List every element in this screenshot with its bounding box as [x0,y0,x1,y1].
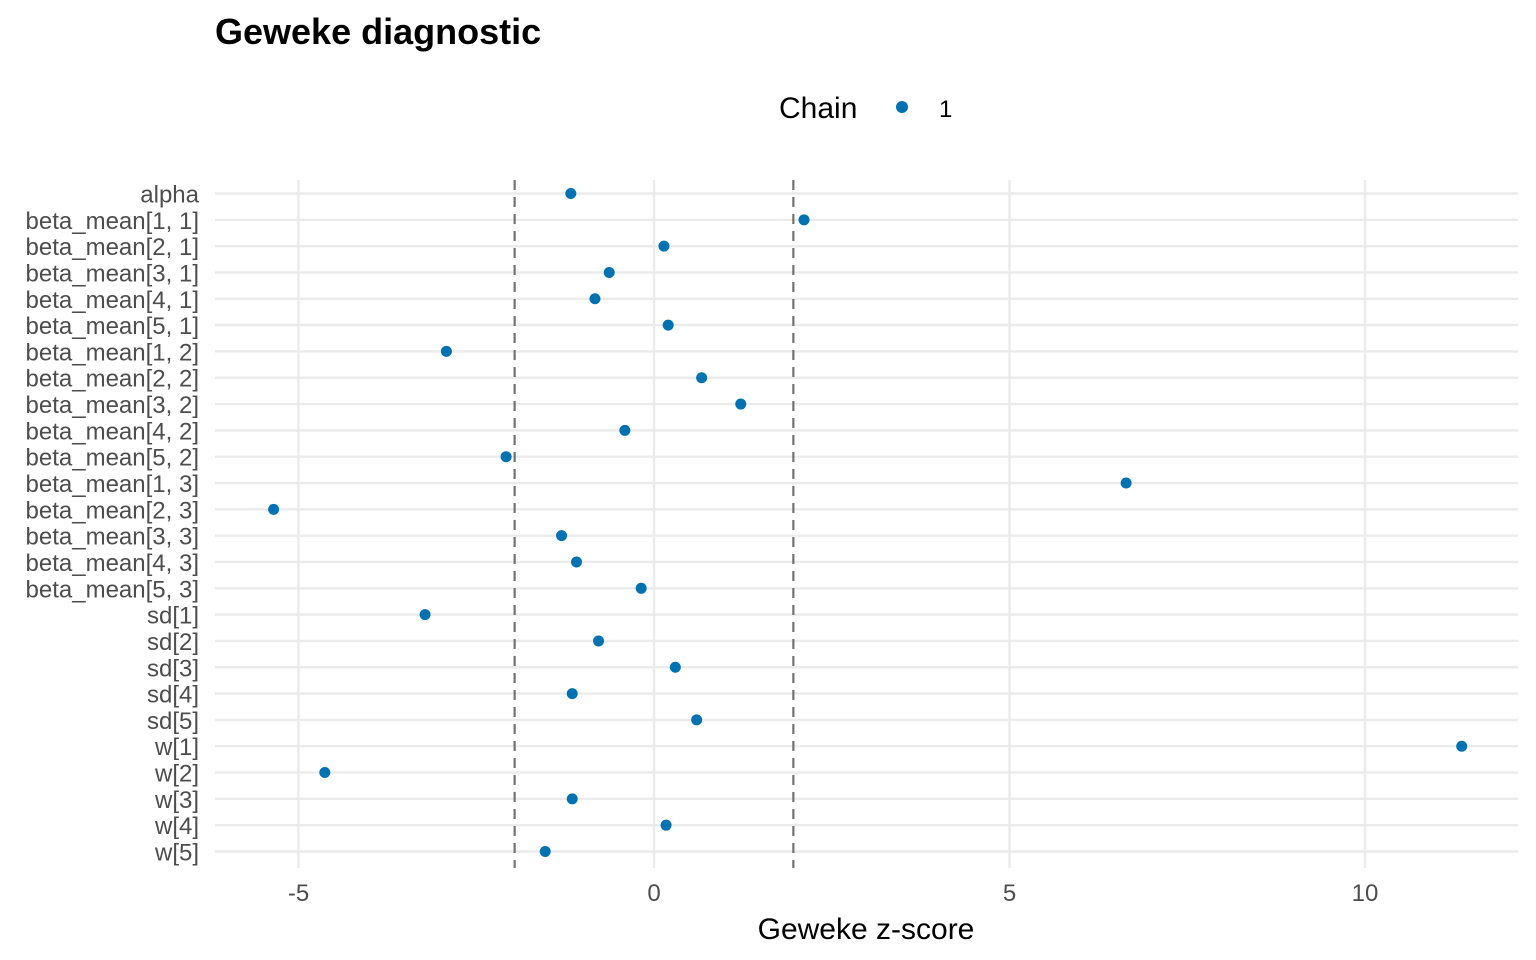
legend-label-chain-1: 1 [939,96,952,123]
data-point [619,424,631,436]
y-tick-label: w[2] [154,761,199,788]
x-tick-label: -5 [288,880,309,907]
chart-title: Geweke diagnostic [215,11,541,52]
y-tick-label: sd[4] [147,682,199,709]
x-tick-label: 0 [647,880,660,907]
y-tick-label: beta_mean[3, 3] [26,524,199,551]
y-tick-label: beta_mean[4, 3] [26,550,199,577]
y-tick-label: beta_mean[5, 3] [26,576,199,603]
data-point [556,530,568,542]
data-point [419,609,431,621]
data-point [798,214,810,226]
data-point [658,240,670,252]
y-tick-label: w[3] [154,787,199,814]
data-points [268,188,1468,857]
y-tick-label: sd[3] [147,655,199,682]
y-tick-label: beta_mean[3, 1] [26,260,199,287]
y-tick-label: sd[1] [147,603,199,630]
y-tick-label: beta_mean[1, 3] [26,471,199,498]
y-tick-label: sd[2] [147,629,199,656]
y-tick-label: w[1] [154,734,199,761]
data-point [603,266,615,278]
data-point [589,293,601,305]
y-tick-label: w[5] [154,840,199,867]
y-tick-label: beta_mean[3, 2] [26,392,199,419]
y-tick-label: beta_mean[2, 2] [26,366,199,393]
data-point [593,635,605,647]
y-tick-label: beta_mean[1, 2] [26,339,199,366]
y-tick-label: beta_mean[5, 2] [26,445,199,472]
data-point [565,188,577,199]
data-point [571,556,583,568]
reference-lines [513,180,795,868]
grid [215,180,1518,868]
data-point [319,767,331,779]
data-point [669,661,681,673]
data-point [660,819,672,831]
y-tick-label: beta_mean[4, 1] [26,287,199,314]
legend-title: Chain [779,92,857,125]
y-tick-label: alpha [140,182,199,209]
y-tick-label: beta_mean[2, 1] [26,234,199,261]
x-axis-label: Geweke z-score [758,913,975,946]
x-axis-tick-labels: -5 0 5 10 [288,880,1379,907]
data-point [566,688,578,700]
y-tick-label: beta_mean[4, 2] [26,418,199,445]
data-point [691,714,703,726]
data-point [539,846,551,857]
y-tick-label: sd[5] [147,708,199,735]
data-point [662,319,674,331]
data-point [500,451,512,463]
data-point [1120,477,1132,489]
y-tick-label: w[4] [154,813,199,840]
data-point [696,372,708,384]
data-point [735,398,747,410]
x-tick-label: 5 [1003,880,1016,907]
legend: Chain 1 [779,92,952,125]
data-point [440,345,452,357]
legend-marker-chain-1 [896,101,908,113]
data-point [635,582,647,594]
x-tick-label: 10 [1352,880,1379,907]
data-point [1456,740,1468,752]
y-tick-label: beta_mean[2, 3] [26,497,199,524]
data-point [268,503,280,515]
data-point [566,793,578,805]
y-tick-label: beta_mean[1, 1] [26,208,199,235]
y-tick-label: beta_mean[5, 1] [26,313,199,340]
